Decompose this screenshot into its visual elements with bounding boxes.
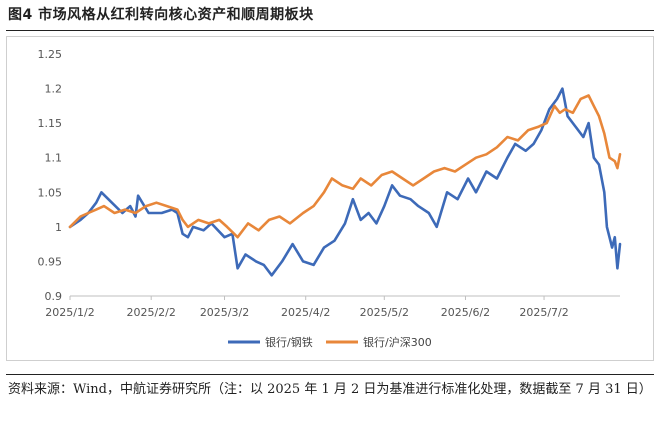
y-tick-label: 1: [55, 221, 62, 234]
chart-frame: [6, 36, 654, 361]
source-rule: [6, 374, 654, 375]
y-tick-label: 0.95: [38, 255, 63, 268]
y-tick-label: 1.15: [38, 117, 63, 130]
legend: 银行/钢铁 银行/沪深300: [228, 335, 432, 349]
y-tick-label: 1.2: [45, 83, 63, 96]
y-tick-label: 1.25: [38, 48, 63, 61]
x-tick-label: 2025/3/2: [200, 306, 249, 319]
x-tick-label: 2025/2/2: [126, 306, 175, 319]
figure-title: 图4 市场风格从红利转向核心资产和顺周期板块: [8, 7, 314, 23]
x-tick-label: 2025/5/2: [360, 306, 409, 319]
series-layer: [68, 87, 622, 277]
x-tick-label: 2025/4/2: [281, 306, 330, 319]
x-tick-label: 2025/1/2: [45, 306, 94, 319]
series-line-1: [68, 87, 622, 277]
legend-label-2: 银行/沪深300: [363, 335, 432, 349]
y-tick-label: 1.05: [38, 186, 63, 199]
y-tick-label: 1.1: [45, 152, 63, 165]
x-tick-label: 2025/6/2: [441, 306, 490, 319]
title-rule: [6, 30, 654, 31]
x-axis-ticks: 2025/1/2 2025/2/2 2025/3/2 2025/4/2 2025/5/2…: [45, 296, 569, 319]
legend-label-1: 银行/钢铁: [265, 335, 313, 349]
series-line-2: [68, 94, 622, 239]
source-note: 资料来源：Wind，中航证券研究所（注：以 2025 年 1 月 2 日为基准进…: [8, 382, 652, 397]
y-tick-label: 0.9: [45, 290, 63, 303]
y-axis-ticks: 0.9 0.95 1 1.05 1.1 1.15 1.2 1.25: [38, 48, 63, 303]
x-tick-label: 2025/7/2: [519, 306, 568, 319]
